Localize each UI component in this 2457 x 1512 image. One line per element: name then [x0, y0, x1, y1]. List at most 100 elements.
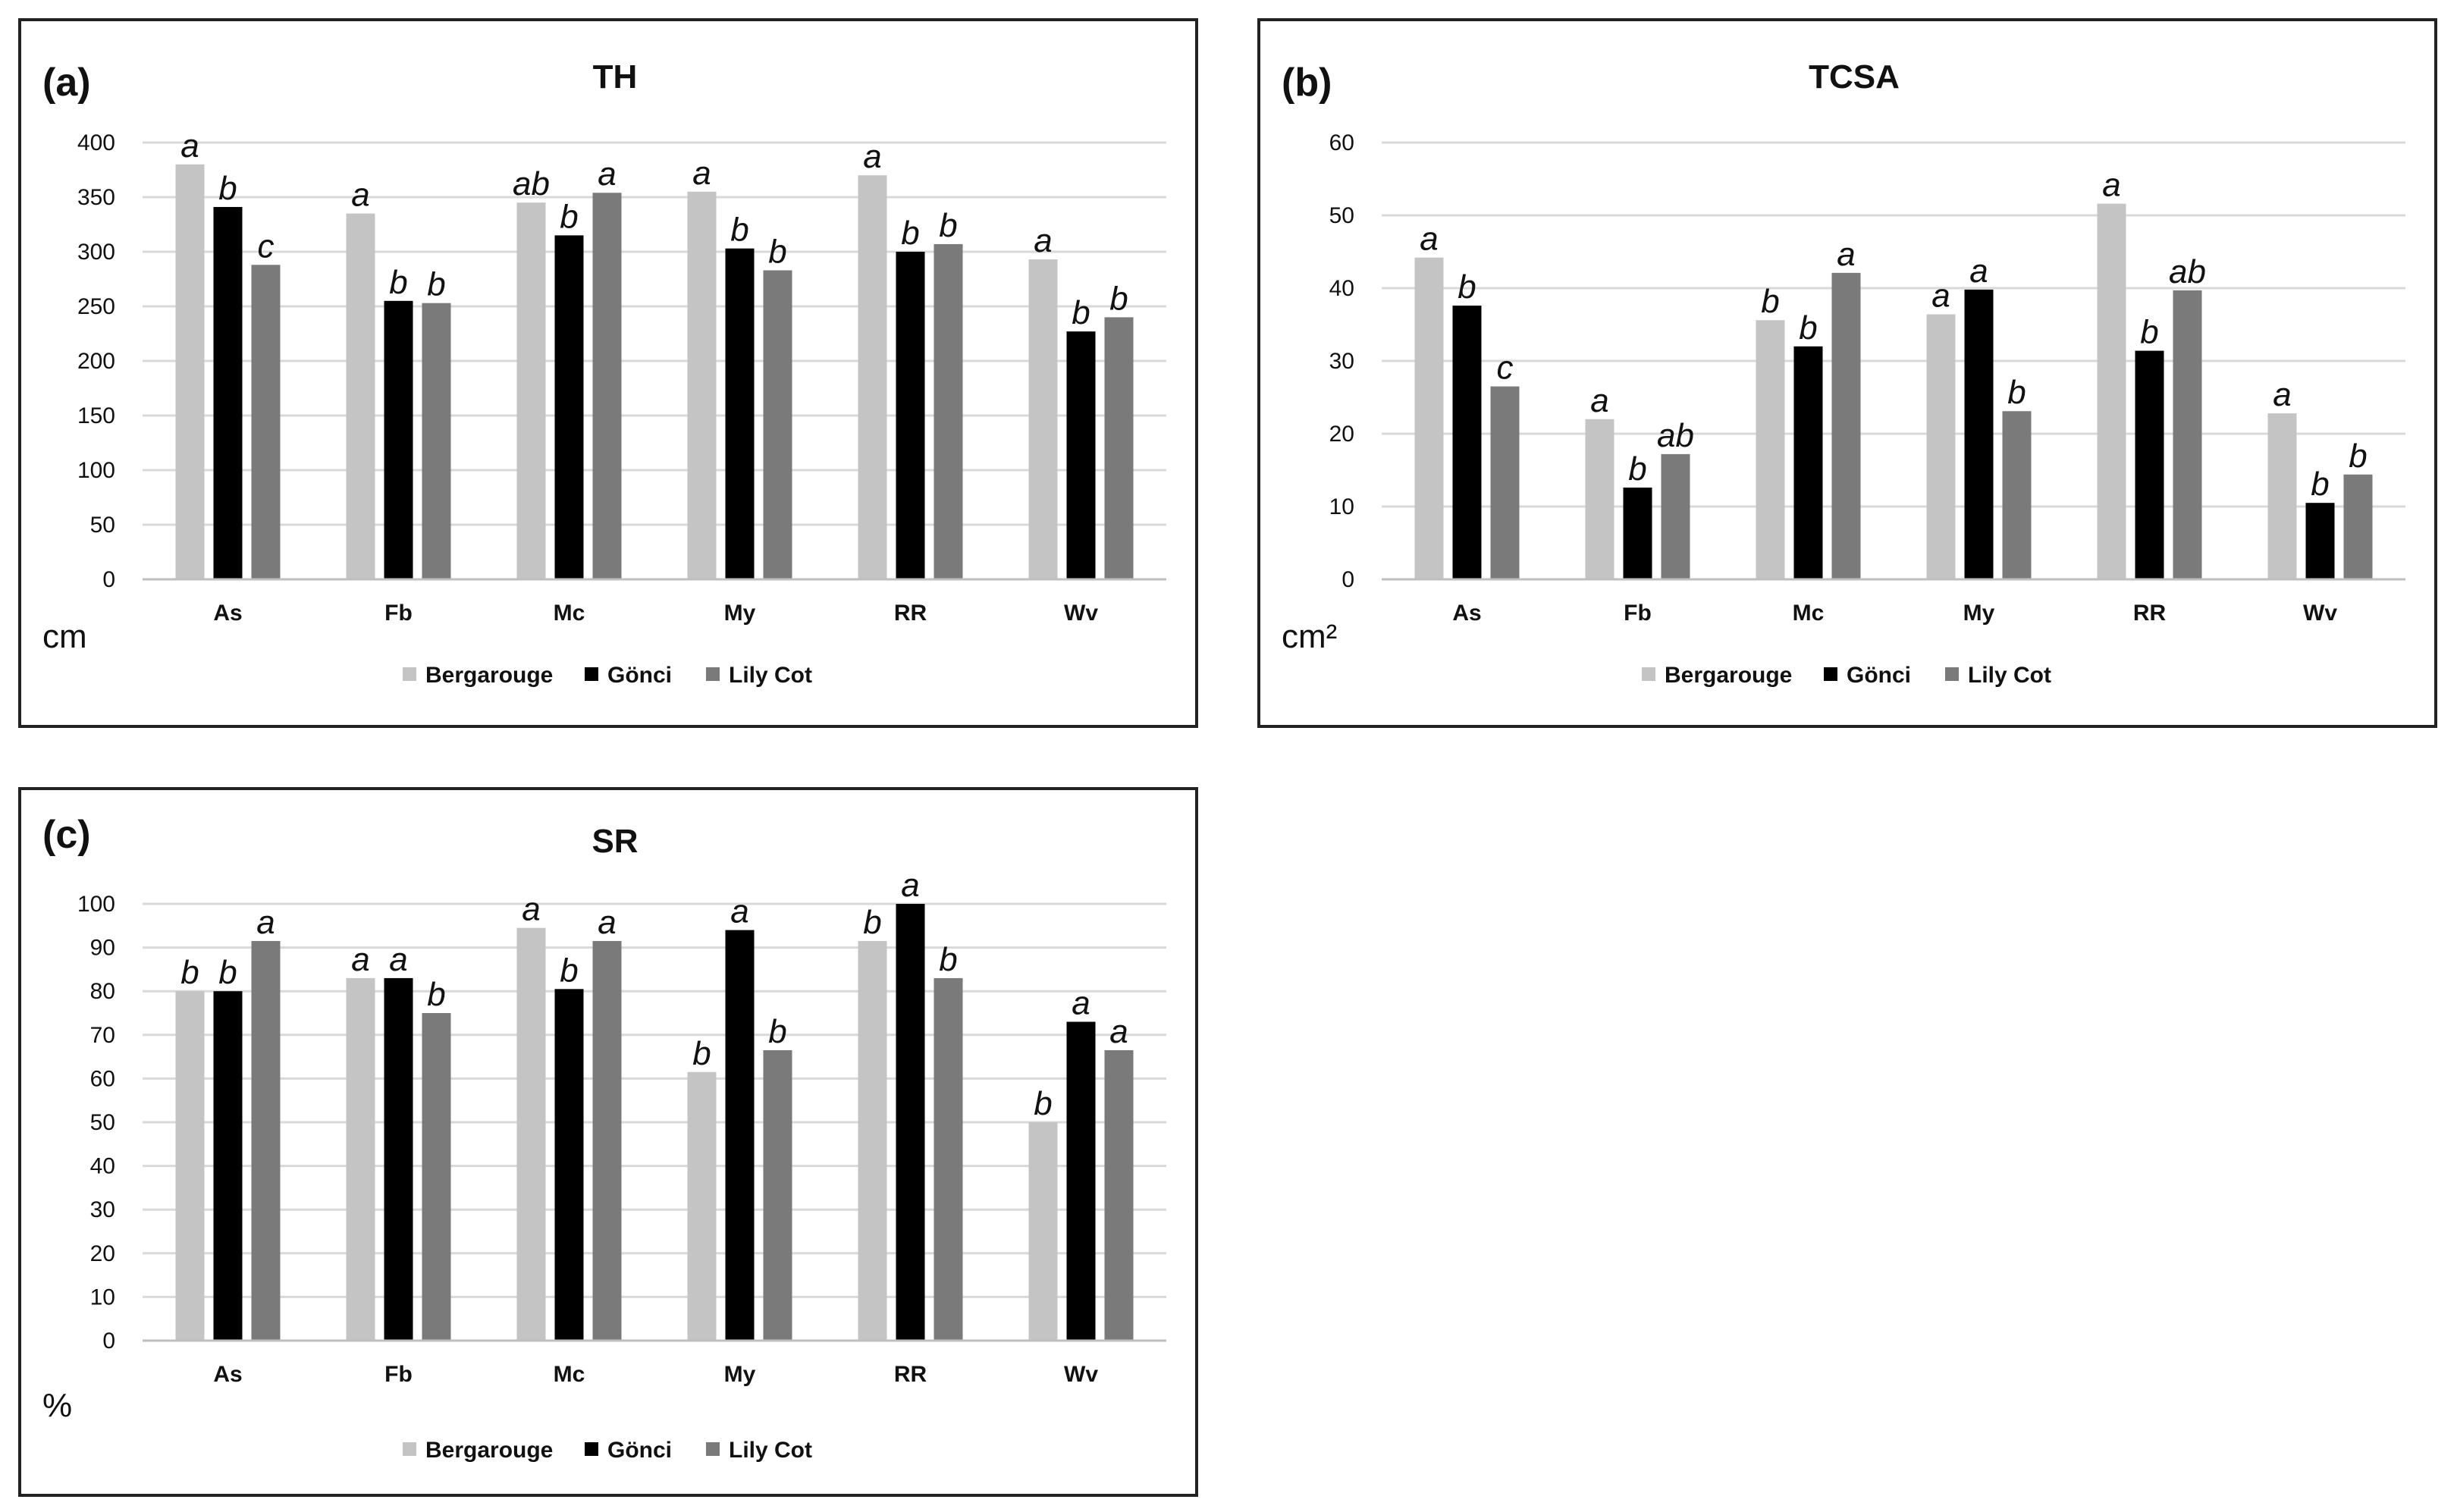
y-tick-label: 50	[1329, 203, 1354, 228]
unit-label: %	[42, 1387, 72, 1424]
panel-letter: (b)	[1282, 61, 1332, 105]
x-tick-label: Wv	[2303, 601, 2337, 626]
y-tick-label: 40	[90, 1154, 115, 1179]
bar-g-nci-as	[213, 991, 243, 1341]
legend-swatch-g-nci	[585, 667, 598, 681]
legend-swatch-g-nci	[1824, 667, 1837, 681]
significance-letter: a	[1837, 236, 1855, 273]
x-tick-label: As	[213, 1362, 242, 1387]
y-tick-label: 100	[77, 458, 115, 483]
significance-letter: a	[692, 155, 711, 192]
bar-lily-cot-as	[251, 265, 281, 579]
y-tick-label: 20	[1329, 422, 1354, 447]
bar-bergarouge-rr	[858, 940, 887, 1341]
significance-letter: a	[863, 138, 881, 175]
legend-swatch-lily-cot	[706, 667, 720, 681]
y-tick-label: 10	[1329, 494, 1354, 519]
legend-swatch-lily-cot	[1945, 667, 1959, 681]
bar-g-nci-fb	[1623, 488, 1652, 579]
unit-label: cm	[42, 618, 87, 655]
bar-g-nci-rr	[896, 904, 925, 1341]
significance-letter: b	[939, 207, 957, 244]
y-tick-label: 50	[90, 1110, 115, 1135]
y-tick-label: 50	[90, 513, 115, 538]
bar-g-nci-as	[1452, 306, 1482, 579]
x-tick-label: Mc	[554, 1362, 585, 1387]
significance-letter: b	[1458, 268, 1476, 306]
bar-bergarouge-as	[1414, 257, 1444, 579]
significance-letter: a	[522, 891, 540, 928]
bar-lily-cot-rr	[934, 977, 963, 1341]
bar-lily-cot-fb	[1661, 453, 1690, 579]
significance-letter: b	[218, 170, 237, 207]
bar-bergarouge-mc	[516, 927, 546, 1341]
significance-letter: a	[351, 941, 369, 978]
bar-lily-cot-wv	[1104, 1049, 1134, 1341]
significance-letter: ab	[1657, 417, 1694, 454]
y-tick-label: 30	[1329, 349, 1354, 374]
y-tick-label: 60	[1329, 130, 1354, 155]
significance-letter: b	[180, 954, 199, 991]
bar-g-nci-rr	[896, 252, 925, 579]
significance-letter: a	[598, 904, 616, 941]
chart-panel-a: (a) TH 0 50 100 150 200 250 300 350 400 a b c As a b b Fb a…	[18, 18, 1198, 728]
significance-letter: b	[2349, 438, 2367, 475]
significance-letter: b	[218, 954, 237, 991]
legend-label-g-nci: Gönci	[607, 663, 672, 688]
bar-lily-cot-fb	[422, 303, 451, 579]
y-tick-label: 0	[102, 567, 115, 592]
y-tick-label: 350	[77, 185, 115, 210]
significance-letter: b	[427, 976, 445, 1013]
y-tick-label: 100	[77, 892, 115, 917]
significance-letter: b	[768, 233, 786, 270]
significance-letter: a	[351, 177, 369, 214]
bar-g-nci-my	[725, 248, 755, 579]
y-tick-label: 0	[102, 1328, 115, 1354]
bar-g-nci-my	[725, 930, 755, 1341]
significance-letter: b	[1109, 280, 1128, 317]
significance-letter: a	[1931, 278, 1950, 315]
y-tick-label: 250	[77, 294, 115, 319]
x-tick-label: My	[1963, 601, 1995, 626]
x-tick-label: RR	[894, 1362, 927, 1387]
significance-letter: b	[2140, 314, 2158, 351]
bar-bergarouge-as	[175, 164, 205, 580]
bar-lily-cot-my	[763, 270, 792, 579]
legend-label-g-nci: Gönci	[1847, 663, 1911, 688]
bar-g-nci-wv	[1066, 331, 1096, 579]
legend-label-g-nci: Gönci	[607, 1438, 672, 1463]
bar-bergarouge-wv	[1028, 259, 1058, 579]
significance-letter: a	[1109, 1013, 1128, 1050]
bar-bergarouge-rr	[2097, 203, 2126, 579]
significance-letter: b	[730, 212, 748, 249]
bar-bergarouge-as	[175, 991, 205, 1341]
significance-letter: ab	[2169, 253, 2206, 290]
significance-letter: b	[2007, 374, 2026, 411]
bar-lily-cot-mc	[592, 193, 622, 580]
significance-letter: a	[730, 893, 748, 930]
significance-letter: ab	[513, 165, 550, 202]
significance-letter: a	[1072, 985, 1090, 1022]
bar-bergarouge-fb	[346, 213, 375, 579]
y-tick-label: 60	[90, 1066, 115, 1091]
legend-swatch-g-nci	[585, 1442, 598, 1456]
bar-lily-cot-fb	[422, 1013, 451, 1341]
chart-title: SR	[592, 823, 638, 860]
bar-lily-cot-as	[1490, 386, 1520, 579]
chart-panel-b: (b) TCSA 0 10 20 30 40 50 60 a b c As a b ab Fb b b a Mc a a b M…	[1257, 18, 2437, 728]
legend-swatch-bergarouge	[1642, 667, 1655, 681]
bar-bergarouge-mc	[1756, 320, 1785, 579]
bar-bergarouge-my	[687, 1071, 717, 1341]
significance-letter: a	[1590, 382, 1608, 419]
significance-letter: b	[939, 941, 957, 978]
bar-g-nci-fb	[384, 300, 413, 579]
panel-letter: (c)	[42, 813, 91, 857]
legend-label-bergarouge: Bergarouge	[425, 1438, 553, 1463]
x-tick-label: Wv	[1064, 1362, 1098, 1387]
significance-letter: a	[256, 904, 275, 941]
panel-letter: (a)	[42, 61, 91, 105]
y-tick-label: 30	[90, 1197, 115, 1222]
bar-bergarouge-fb	[1585, 419, 1614, 579]
significance-letter: a	[901, 867, 919, 904]
